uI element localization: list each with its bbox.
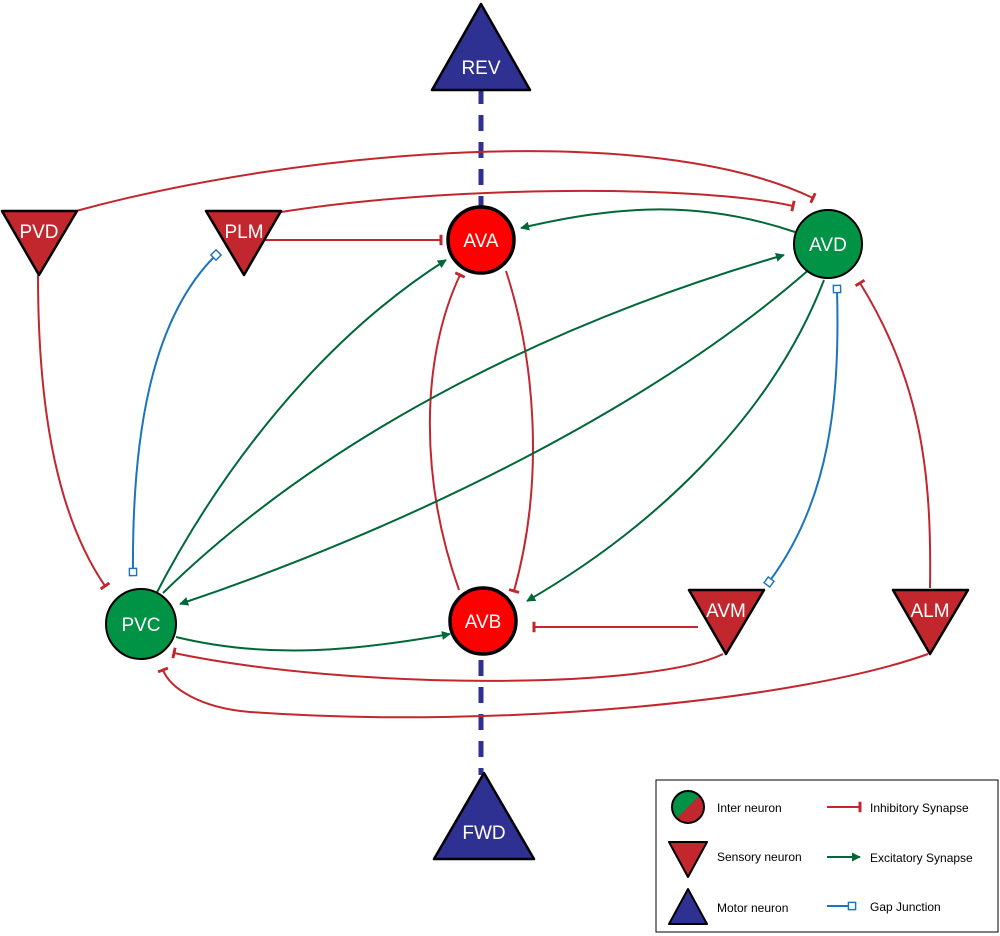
node-label: AVB	[465, 612, 502, 633]
edge-avm-pvc	[171, 647, 724, 682]
sensory-neuron-avm: AVM	[687, 588, 766, 656]
sensory-neuron-alm: ALM	[891, 588, 970, 656]
legend-inter-label: Inter neuron	[717, 801, 782, 815]
inhibitory-edges	[37, 150, 932, 719]
edge-avd-ava	[520, 208, 796, 233]
edge-pvc-avb	[175, 630, 451, 652]
node-label: AVA	[463, 231, 499, 252]
node-label: PLM	[224, 222, 263, 243]
node-label: ALM	[910, 601, 949, 622]
edge-alm-avd	[854, 278, 932, 589]
legend-motor-icon	[668, 888, 708, 925]
edge-pvc-ava	[154, 259, 447, 597]
legend-gap-label: Gap Junction	[870, 900, 941, 914]
edge-pvd-avd	[75, 150, 817, 212]
legend-motor-label: Motor neuron	[717, 901, 788, 915]
node-label: AVD	[809, 235, 847, 256]
edge-avd-pvc	[179, 266, 813, 606]
excitatory-edges	[154, 208, 825, 652]
sensory-neuron-pvd: PVD	[0, 209, 79, 277]
node-label: AVM	[706, 601, 746, 622]
edge-avb-ava	[428, 271, 466, 591]
legend: Inter neuron Sensory neuron Motor neuron…	[655, 779, 999, 933]
legend-excitatory-label: Excitatory Synapse	[870, 851, 973, 865]
node-label: FWD	[462, 823, 505, 844]
edge-avd-avm	[762, 284, 842, 589]
inter-neuron-avb: AVB	[448, 586, 518, 656]
inter-neuron-avd: AVD	[793, 209, 863, 279]
gap-junction-edges	[128, 248, 842, 589]
inter-neuron-ava: AVA	[446, 205, 516, 275]
legend-inhibitory-label: Inhibitory Synapse	[870, 801, 969, 815]
edge-ava-avb	[505, 270, 534, 594]
edge-plm-avd	[280, 189, 796, 213]
legend-inter-icon	[671, 790, 705, 824]
motor-neuron-fwd: FWD	[432, 771, 536, 861]
edge-plm-pvc	[128, 248, 223, 577]
edge-pvc-avd	[162, 252, 785, 594]
sensory-neuron-plm: PLM	[204, 209, 283, 277]
node-label: PVC	[121, 615, 160, 636]
edge-pvd-pvc	[37, 274, 111, 591]
node-label: REV	[461, 58, 500, 79]
edge-avd-avb	[526, 279, 825, 602]
edge-alm-pvc	[157, 653, 929, 719]
node-label: PVD	[19, 222, 58, 243]
legend-sensory-icon	[668, 841, 708, 878]
legend-sensory-label: Sensory neuron	[717, 850, 802, 864]
inter-neuron-pvc: PVC	[105, 588, 177, 660]
motor-neuron-rev: REV	[430, 2, 532, 92]
